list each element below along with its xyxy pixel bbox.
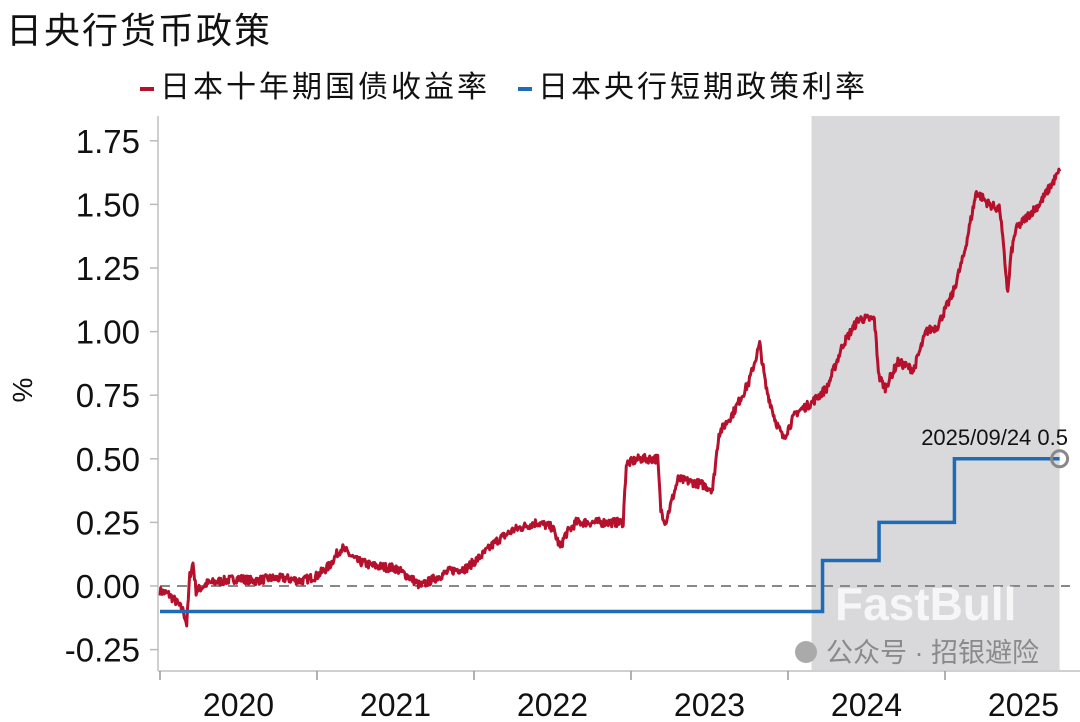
watermark-brand: FastBull <box>835 578 1016 630</box>
series-line-policy-rate <box>160 457 1060 614</box>
y-tick-label: 0.00 <box>76 568 140 605</box>
y-tick-label: 0.75 <box>76 377 140 414</box>
y-tick-label: 1.25 <box>76 250 140 287</box>
series-line-jgb-10y <box>158 167 1062 628</box>
y-tick-label: 1.50 <box>76 186 140 223</box>
annotation-label: 2025/09/24 0.5 <box>921 425 1068 450</box>
shaded-region <box>811 116 1060 671</box>
legend-swatch-red <box>140 87 154 91</box>
x-tick-label: 2021 <box>360 687 431 722</box>
x-tick-label: 2024 <box>831 687 902 722</box>
watermark-account-label: 公众号 · 招银避险 <box>826 638 1039 668</box>
legend-label: 日本十年期国债收益率 <box>160 70 490 105</box>
legend: 日本十年期国债收益率 日本央行短期政策利率 <box>140 62 868 106</box>
legend-item-policy: 日本央行短期政策利率 <box>518 62 868 106</box>
y-tick-label: 0.50 <box>76 441 140 478</box>
legend-swatch-blue <box>518 87 532 91</box>
x-tick-label: 2023 <box>674 687 745 722</box>
wechat-icon <box>795 641 817 663</box>
y-axis-label: % <box>7 378 38 403</box>
x-tick-label: 2020 <box>203 687 274 722</box>
y-tick-label: 0.25 <box>76 504 140 541</box>
chart-title: 日央行货币政策 <box>6 11 273 52</box>
watermark-account: 公众号 · 招银避险 <box>795 638 1039 668</box>
annotation-marker <box>1050 449 1070 469</box>
y-tick-label: -0.25 <box>65 632 140 669</box>
x-tick-label: 2025 <box>988 687 1059 722</box>
y-tick-label: 1.75 <box>76 123 140 160</box>
legend-item-jgb: 日本十年期国债收益率 <box>140 62 490 106</box>
legend-label: 日本央行短期政策利率 <box>538 70 868 105</box>
x-tick-label: 2022 <box>517 687 588 722</box>
y-tick-label: 1.00 <box>76 314 140 351</box>
